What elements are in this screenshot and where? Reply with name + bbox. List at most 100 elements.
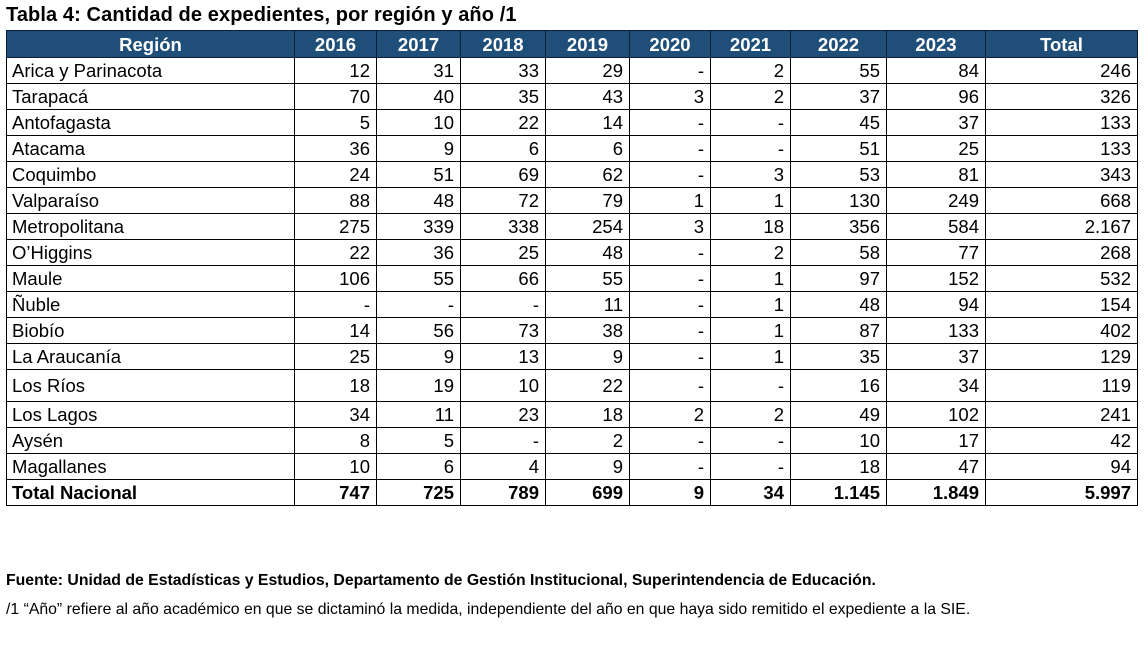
value-cell: 18 [294, 369, 377, 402]
value-cell: - [629, 265, 711, 292]
value-cell: 58 [790, 239, 887, 266]
value-cell: - [629, 343, 711, 370]
value-cell: 2 [545, 427, 630, 454]
value-cell: 55 [545, 265, 630, 292]
value-cell: 668 [985, 187, 1138, 214]
value-cell: 40 [376, 83, 461, 110]
value-cell: 152 [886, 265, 986, 292]
value-cell: - [629, 453, 711, 480]
total-label-cell: Total Nacional [6, 479, 295, 506]
value-cell: 10 [460, 369, 546, 402]
total-value-cell: 5.997 [985, 479, 1138, 506]
value-cell: - [629, 317, 711, 344]
value-cell: - [629, 109, 711, 136]
value-cell: 10 [376, 109, 461, 136]
value-cell: 22 [545, 369, 630, 402]
value-cell: 73 [460, 317, 546, 344]
column-header-2016: 2016 [294, 30, 377, 58]
table-row: Valparaíso 88 48 72 79 1 1 130 249 668 [6, 187, 1138, 214]
value-cell: 72 [460, 187, 546, 214]
value-cell: 16 [790, 369, 887, 402]
value-cell: 2 [629, 401, 711, 428]
value-cell: 25 [460, 239, 546, 266]
value-cell: 17 [886, 427, 986, 454]
value-cell: 119 [985, 369, 1138, 402]
value-cell: 5 [294, 109, 377, 136]
region-name-cell: Coquimbo [6, 161, 295, 188]
value-cell: 23 [460, 401, 546, 428]
value-cell: 25 [294, 343, 377, 370]
footnote: /1 “Año” refiere al año académico en que… [6, 601, 971, 618]
value-cell: - [629, 291, 711, 318]
value-cell: 11 [376, 401, 461, 428]
value-cell: 22 [294, 239, 377, 266]
region-name-cell: Maule [6, 265, 295, 292]
value-cell: 49 [790, 401, 887, 428]
region-name-cell: Los Lagos [6, 401, 295, 428]
value-cell: 1 [710, 317, 791, 344]
value-cell: 10 [790, 427, 887, 454]
value-cell: 2 [710, 83, 791, 110]
value-cell: 13 [460, 343, 546, 370]
value-cell: 53 [790, 161, 887, 188]
value-cell: 6 [376, 453, 461, 480]
value-cell: 11 [545, 291, 630, 318]
value-cell: 48 [790, 291, 887, 318]
value-cell: 2 [710, 401, 791, 428]
value-cell: 18 [545, 401, 630, 428]
value-cell: 356 [790, 213, 887, 240]
table-row: Arica y Parinacota 12 31 33 29-2 55 84 246 [6, 57, 1138, 84]
value-cell: 106 [294, 265, 377, 292]
table-row: Metropolitana 275 339 338 254 3 18 356 584 2.167 [6, 213, 1138, 240]
total-value-cell: 789 [460, 479, 546, 506]
value-cell: - [710, 135, 791, 162]
region-name-cell: La Araucanía [6, 343, 295, 370]
value-cell: 14 [294, 317, 377, 344]
value-cell: 81 [886, 161, 986, 188]
column-header-2023: 2023 [886, 30, 986, 58]
table-row: Aysén 8 5-2- -10 17 42 [6, 427, 1138, 454]
table-row: Biobío 14 56 73 38-1 87 133 402 [6, 317, 1138, 344]
value-cell: - [629, 57, 711, 84]
value-cell: 96 [886, 83, 986, 110]
table-row: Maule 106 55 66 55-1 97 152 532 [6, 265, 1138, 292]
value-cell: 55 [790, 57, 887, 84]
region-name-cell: Aysén [6, 427, 295, 454]
value-cell: 133 [985, 109, 1138, 136]
column-header-2021: 2021 [710, 30, 791, 58]
value-cell: 2.167 [985, 213, 1138, 240]
header-row: Región 2016 2017 2018 2019 2020 2021 2022 2023 To… [6, 30, 1138, 58]
value-cell: 3 [710, 161, 791, 188]
value-cell: 56 [376, 317, 461, 344]
table-row: Atacama 36 9 6 6- -51 25 133 [6, 135, 1138, 162]
value-cell: 584 [886, 213, 986, 240]
region-name-cell: Ñuble [6, 291, 295, 318]
value-cell: 88 [294, 187, 377, 214]
total-value-cell: 725 [376, 479, 461, 506]
region-name-cell: O’Higgins [6, 239, 295, 266]
region-name-cell: Tarapacá [6, 83, 295, 110]
column-header-2022: 2022 [790, 30, 887, 58]
value-cell: 14 [545, 109, 630, 136]
value-cell: - [376, 291, 461, 318]
value-cell: 34 [294, 401, 377, 428]
column-header-2017: 2017 [376, 30, 461, 58]
value-cell: 1 [710, 265, 791, 292]
total-row: Total Nacional 747 725 789 699 9 34 1.145 1.849 5… [6, 479, 1138, 506]
value-cell: 48 [545, 239, 630, 266]
value-cell: 43 [545, 83, 630, 110]
value-cell: 36 [294, 135, 377, 162]
value-cell: 241 [985, 401, 1138, 428]
value-cell: 130 [790, 187, 887, 214]
column-header-2020: 2020 [629, 30, 711, 58]
value-cell: 249 [886, 187, 986, 214]
value-cell: 94 [985, 453, 1138, 480]
region-name-cell: Biobío [6, 317, 295, 344]
region-name-cell: Los Ríos [6, 369, 295, 402]
value-cell: 18 [790, 453, 887, 480]
value-cell: 94 [886, 291, 986, 318]
value-cell: 35 [790, 343, 887, 370]
value-cell: - [710, 427, 791, 454]
value-cell: 38 [545, 317, 630, 344]
value-cell: 326 [985, 83, 1138, 110]
